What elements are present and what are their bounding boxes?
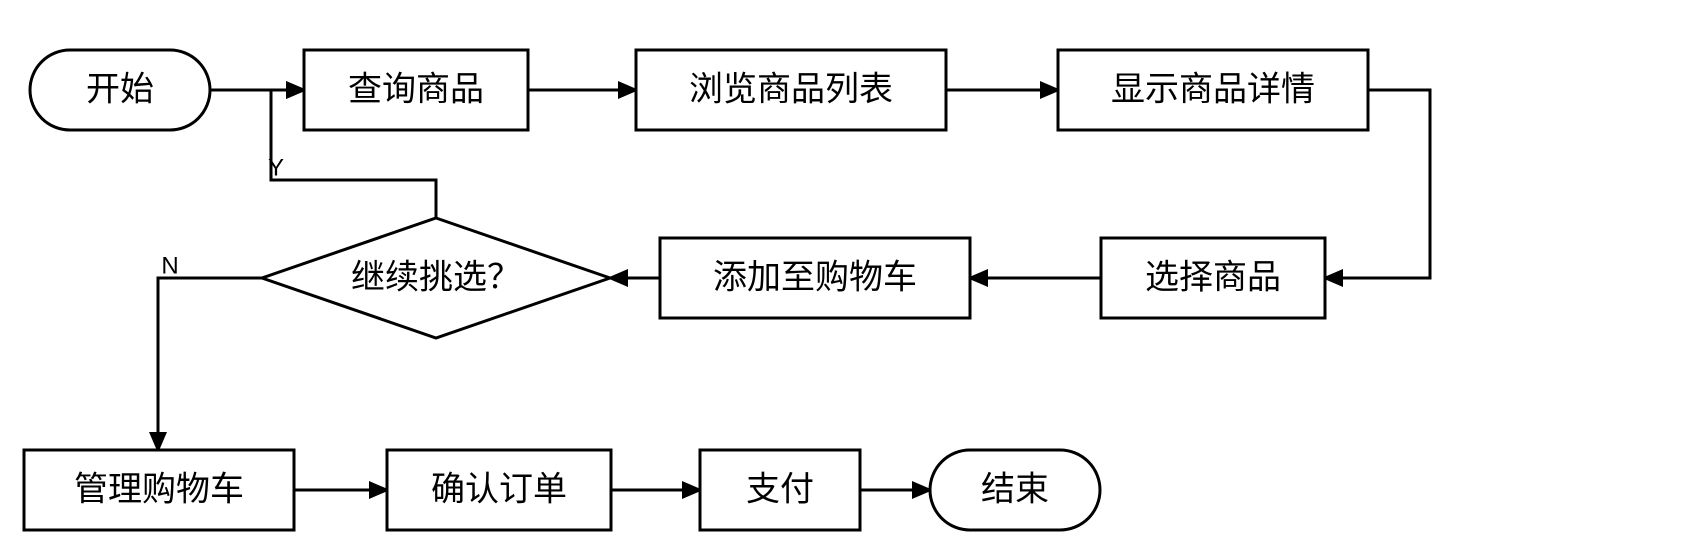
edge-label: Y	[268, 155, 284, 182]
flow-node-dec: 继续挑选？	[262, 218, 610, 338]
node-label: 结束	[981, 471, 1049, 509]
flow-node-n1: 查询商品	[304, 50, 528, 130]
flow-node-end: 结束	[930, 450, 1100, 530]
node-label: 显示商品详情	[1111, 71, 1315, 109]
flow-node-n5: 添加至购物车	[660, 238, 970, 318]
flow-node-n7: 确认订单	[387, 450, 611, 530]
node-label: 继续挑选？	[351, 259, 521, 297]
flow-node-n4: 选择商品	[1101, 238, 1325, 318]
flowchart-canvas: Y N 开始 查询商品 浏览商品列表 显示商品详情选择商品 添加至购物车 继续挑选？ 管理购物车…	[0, 0, 1688, 556]
node-label: 浏览商品列表	[689, 71, 893, 109]
flow-node-n6: 管理购物车	[24, 450, 294, 530]
flow-node-n2: 浏览商品列表	[636, 50, 946, 130]
node-label: 开始	[86, 71, 154, 109]
flow-edge	[158, 278, 262, 450]
node-label: 确认订单	[431, 471, 567, 509]
node-label: 查询商品	[348, 71, 484, 109]
node-label: 选择商品	[1145, 259, 1281, 297]
node-label: 管理购物车	[74, 471, 244, 509]
node-label: 添加至购物车	[713, 259, 917, 297]
flow-node-start: 开始	[30, 50, 210, 130]
flow-node-n8: 支付	[700, 450, 860, 530]
edge-label: N	[161, 253, 178, 280]
node-label: 支付	[746, 471, 814, 509]
flow-node-n3: 显示商品详情	[1058, 50, 1368, 130]
